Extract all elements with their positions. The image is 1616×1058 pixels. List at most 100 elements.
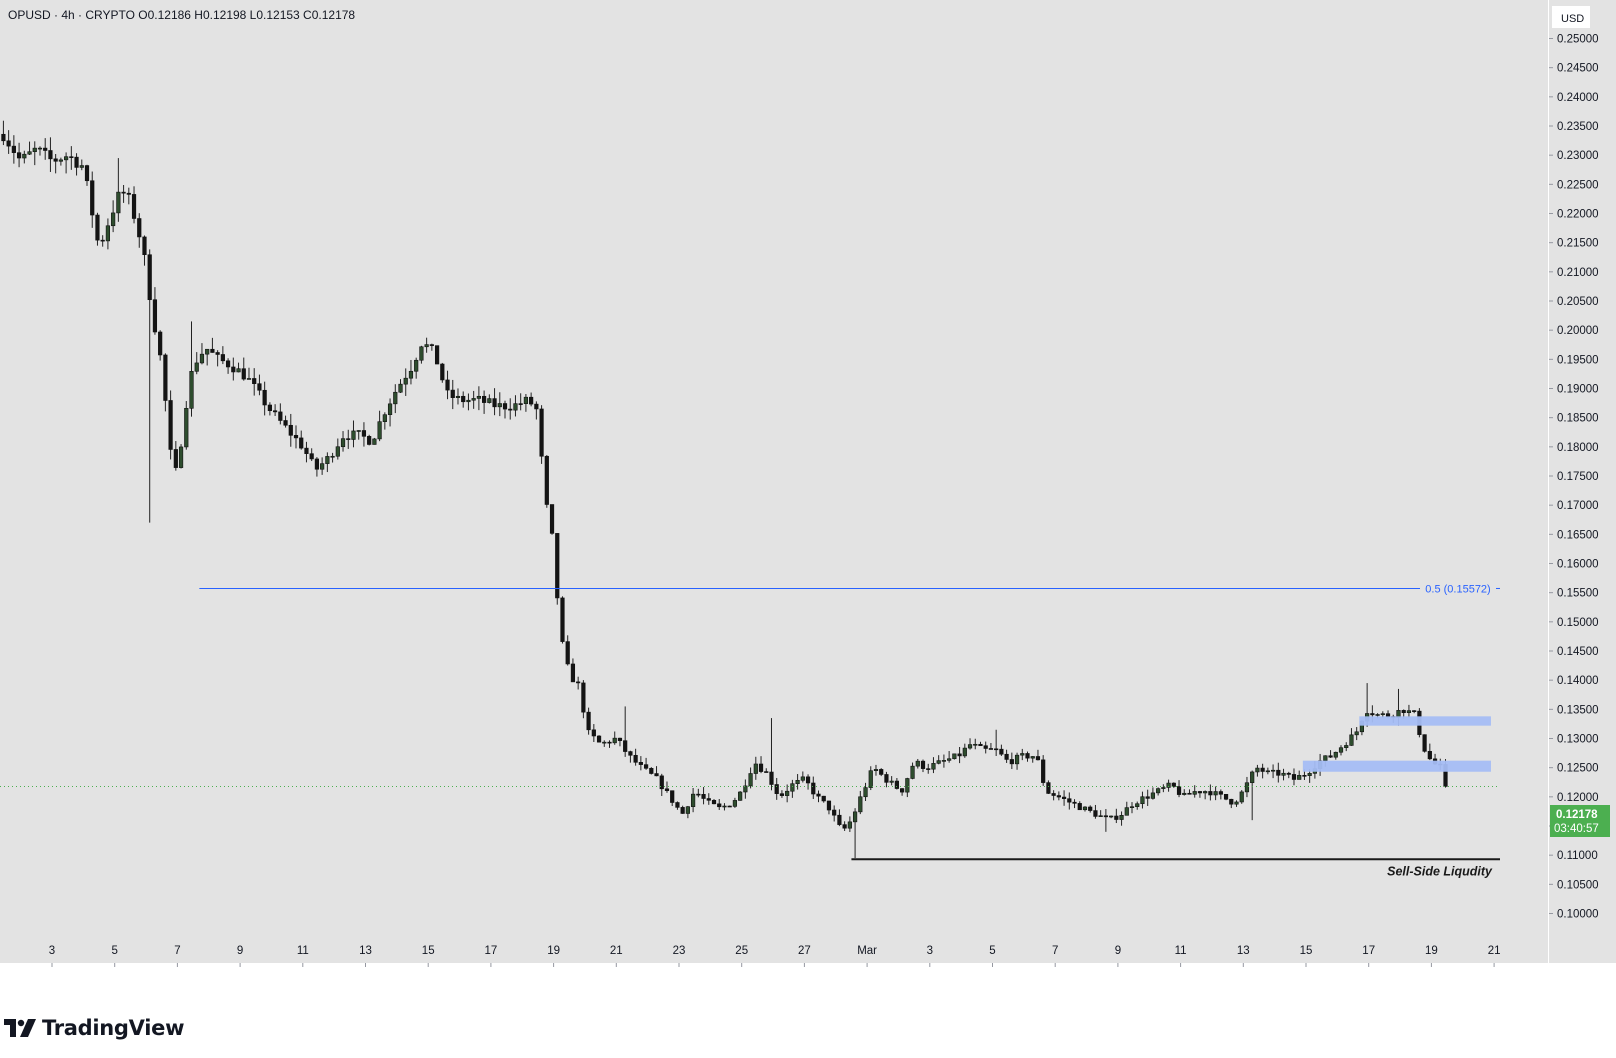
candle-body-bearish (231, 366, 236, 373)
candle-body-bearish (555, 533, 560, 599)
candle-body-bearish (649, 768, 654, 774)
candle-body-bearish (48, 150, 53, 160)
time-axis-tick-label: 17 (1362, 945, 1375, 957)
candle-body-bullish (748, 773, 753, 787)
overlays-layer: 0.5 (0.15572) Sell-Side Liqudity (0, 583, 1500, 878)
candle-body-bullish (116, 191, 121, 214)
candle-body-bearish (158, 331, 163, 356)
candle-body-bearish (53, 158, 58, 162)
candle-body-bearish (920, 760, 926, 769)
candle-body-bearish (764, 771, 769, 773)
candle-body-bullish (936, 760, 941, 764)
price-axis-tick-label: 0.24500 (1557, 63, 1599, 75)
price-axis-tick-label: 0.16500 (1557, 529, 1599, 541)
candle-body-bearish (502, 403, 508, 410)
candle-body-bearish (1412, 710, 1417, 712)
candle-body-bullish (1203, 791, 1208, 794)
time-axis[interactable]: 3 5 7 9 11 13 15 17 19 21 23 25 27 Mar 3 5 7 9 11 13 15 17 19 2… (49, 945, 1501, 967)
candle-body-bullish (377, 421, 382, 440)
price-axis-background (1549, 0, 1616, 963)
candle-body-bullish (236, 368, 241, 373)
candle-body-bearish (842, 824, 847, 829)
candle-body-bearish (628, 751, 633, 756)
time-axis-tick-label: 3 (49, 945, 55, 957)
candle-body-bearish (314, 458, 320, 470)
candle-body-bearish (1061, 796, 1067, 799)
candle-body-bearish (367, 436, 372, 445)
time-axis-tick-label: 5 (111, 945, 117, 957)
candle-body-bearish (257, 383, 262, 391)
candle-body-bullish (513, 403, 518, 411)
candle-body-bearish (623, 740, 628, 752)
candle-body-bearish (288, 424, 293, 436)
candle-body-bullish (372, 438, 377, 445)
candle-body-bullish (612, 737, 617, 744)
tradingview-brand-name: TradingView (42, 1016, 185, 1040)
candle-body-bullish (111, 212, 116, 227)
candle-body-bullish (58, 159, 63, 162)
candle-body-bearish (544, 455, 549, 505)
candle-body-bearish (273, 410, 278, 413)
candle-body-bullish (1406, 710, 1412, 714)
price-axis-tick-label: 0.13000 (1557, 734, 1599, 746)
candle-body-bearish (570, 663, 576, 683)
candle-body-bullish (1014, 754, 1020, 765)
candle-body-bearish (586, 711, 591, 731)
candle-body-bearish (1422, 734, 1427, 752)
currency-label-box (1552, 6, 1590, 28)
candle-body-bullish (1140, 796, 1145, 805)
price-axis-tick-label: 0.10000 (1557, 909, 1599, 921)
price-axis-tick-label: 0.17500 (1557, 471, 1599, 483)
candle-body-bearish (508, 408, 513, 411)
candle-body-bullish (398, 383, 403, 393)
candle-body-bullish (915, 760, 920, 767)
price-axis-tick-label: 0.21500 (1557, 238, 1599, 250)
price-axis-tick-label: 0.18000 (1557, 442, 1599, 454)
candle-body-bullish (962, 747, 967, 757)
candle-body-bearish (560, 597, 565, 642)
candle-body-bearish (727, 805, 732, 808)
candle-body-bullish (523, 396, 529, 404)
price-axis[interactable]: 0.25000 0.24500 0.24000 0.23500 0.23000 0.225… (1549, 34, 1599, 921)
candle-body-bearish (518, 403, 523, 405)
price-axis-tick-label: 0.19500 (1557, 354, 1599, 366)
candle-body-bearish (1385, 713, 1391, 717)
candle-body-bullish (1281, 772, 1286, 776)
candle-body-bullish (852, 811, 858, 823)
candle-body-bearish (811, 782, 816, 795)
candle-body-bearish (1145, 796, 1150, 799)
candle-body-bullish (330, 455, 335, 458)
time-axis-tick-label: 25 (735, 945, 748, 957)
time-axis-tick-label: 17 (485, 945, 498, 957)
candle-body-bullish (685, 806, 690, 814)
candle-body-bullish (738, 791, 743, 801)
candle-body-bullish (1375, 714, 1380, 716)
price-axis-tick-label: 0.16000 (1557, 559, 1599, 571)
price-axis-tick-label: 0.15000 (1557, 617, 1599, 629)
candle-body-bearish (926, 768, 931, 770)
candle-body-bearish (461, 395, 466, 403)
last-price-badge (1550, 805, 1610, 837)
time-axis-tick-label: 19 (547, 945, 560, 957)
time-axis-tick-label: 27 (798, 945, 811, 957)
candle-body-bullish (691, 793, 696, 807)
candle-body-bearish (90, 180, 95, 216)
tradingview-logo[interactable]: TradingView (4, 1014, 184, 1042)
candle-body-bullish (27, 151, 32, 155)
candle-body-bullish (37, 147, 43, 150)
tradingview-logo-icon (4, 1019, 36, 1037)
candle-body-bullish (189, 371, 194, 409)
candle-body-bearish (220, 354, 225, 362)
candle-body-bearish (1302, 775, 1307, 777)
candle-body-bearish (267, 404, 272, 412)
price-axis-tick-label: 0.11000 (1557, 850, 1598, 862)
candle-body-bearish (1114, 815, 1119, 820)
currency-label[interactable]: USD (1561, 13, 1584, 25)
candle-body-bearish (879, 769, 884, 775)
candle-body-bearish (95, 214, 100, 241)
candle-body-bearish (664, 788, 670, 791)
candle-body-bearish (304, 447, 309, 454)
time-axis-tick-label: 7 (174, 945, 180, 957)
candle-body-bearish (445, 379, 450, 391)
